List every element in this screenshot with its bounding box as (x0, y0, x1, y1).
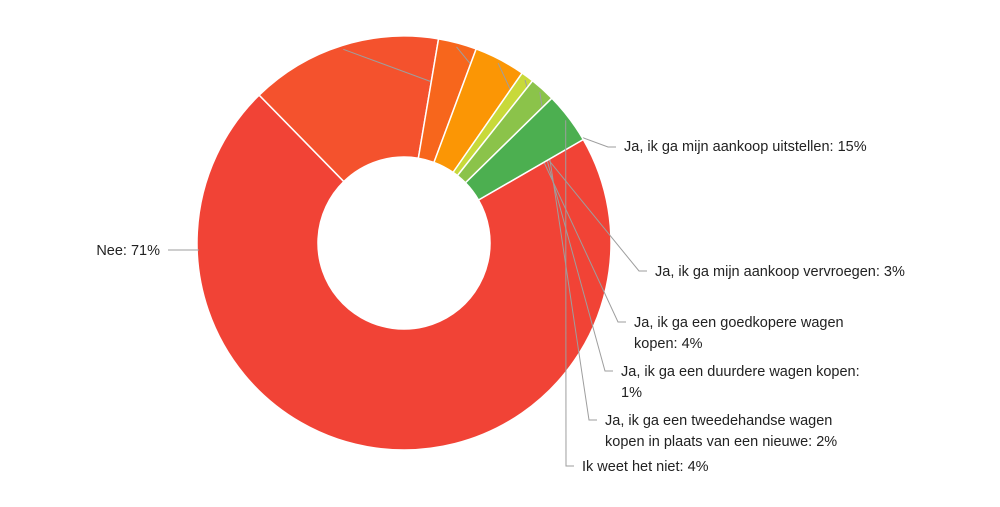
leader-line-5 (524, 79, 613, 372)
slice-label-7: Ik weet het niet: 4% (582, 459, 709, 475)
slice-label-6: Ja, ik ga een tweedehandse wagen kopen in… (605, 413, 837, 450)
leader-line-6 (539, 92, 597, 421)
leader-line-7 (565, 120, 574, 467)
slice-label-1: Nee: 71% (96, 243, 160, 259)
slice-2[interactable] (258, 35, 440, 183)
slice-label-2: Ja, ik ga mijn aankoop uitstellen: 15% (624, 139, 867, 155)
slice-label-3: Ja, ik ga mijn aankoop vervroegen: 3% (655, 264, 905, 280)
slice-label-4: Ja, ik ga een goedkopere wagen kopen: 4% (634, 315, 844, 352)
slice-7[interactable] (464, 97, 585, 202)
slice-label-5: Ja, ik ga een duurdere wagen kopen: 1% (621, 364, 860, 401)
